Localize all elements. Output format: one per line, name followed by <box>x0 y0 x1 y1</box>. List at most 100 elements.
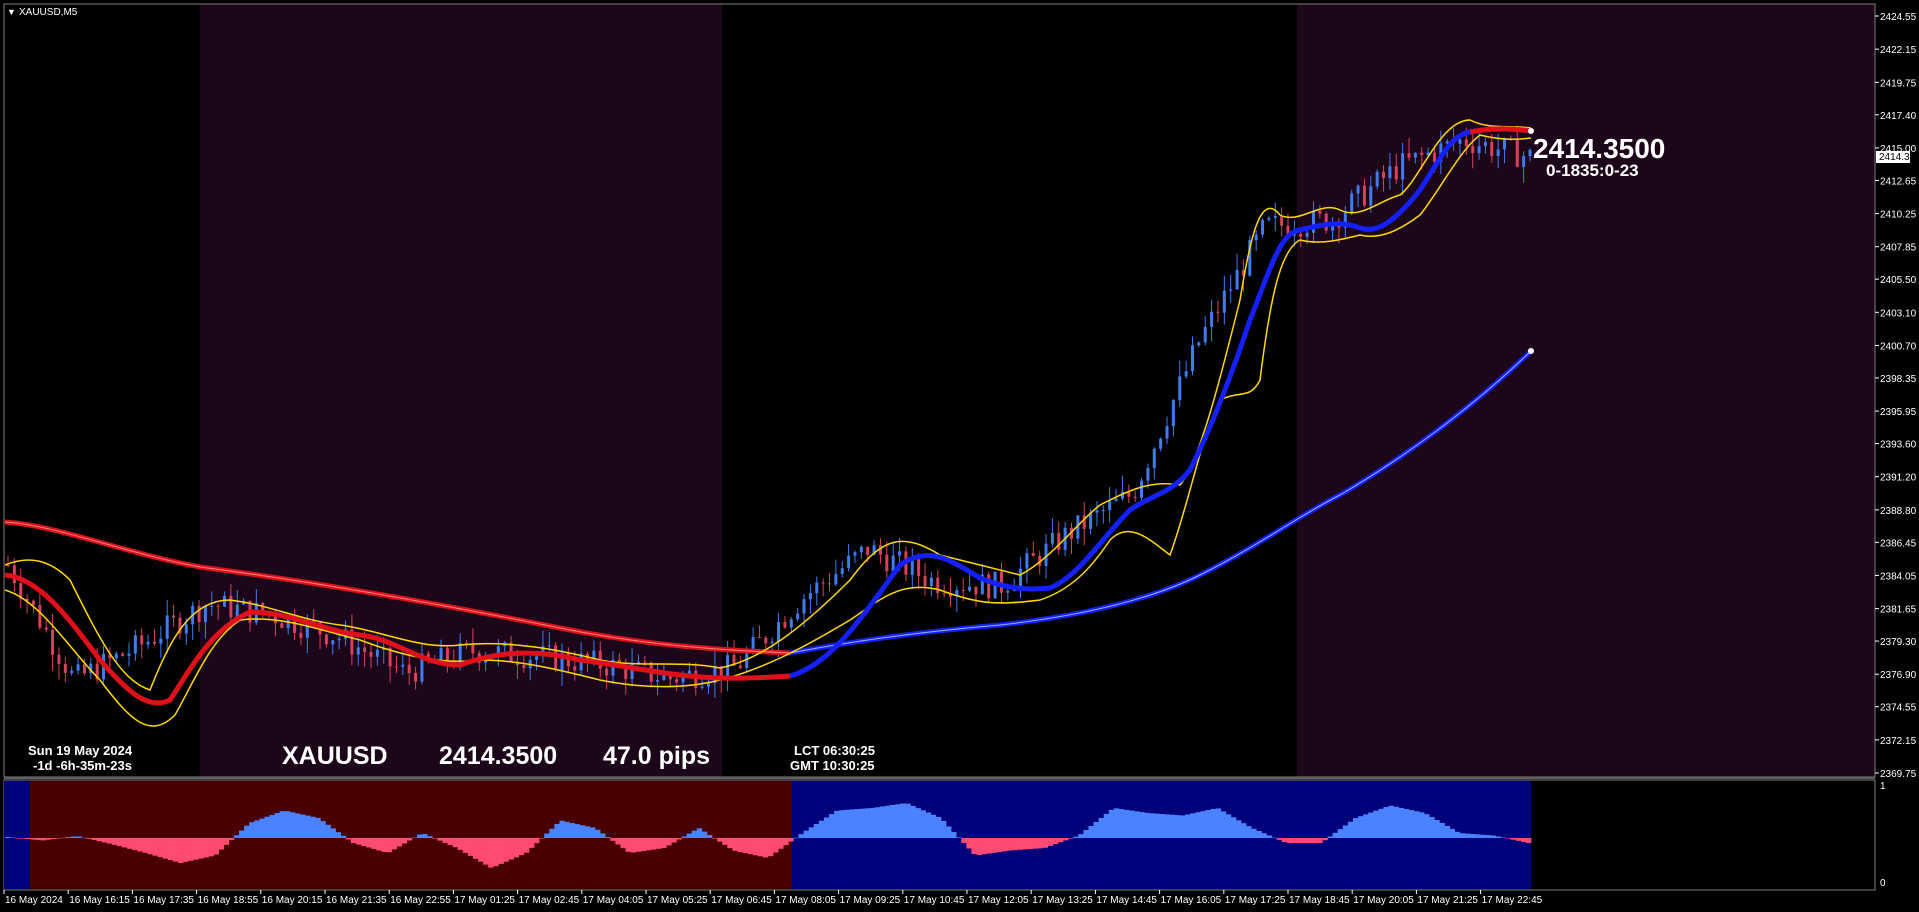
oscillator-bar <box>630 838 637 853</box>
oscillator-bar <box>935 816 942 838</box>
candle-body <box>1464 139 1468 147</box>
candle-body <box>172 615 176 618</box>
session-countdown-label: -1d -6h-35m-23s <box>33 758 132 773</box>
candle-body <box>31 600 35 605</box>
candle-body <box>1311 210 1315 233</box>
oscillator-bar <box>96 838 102 842</box>
oscillator-bar <box>1312 838 1318 843</box>
oscillator-bar <box>238 830 245 838</box>
oscillator-axis-top: 1 <box>1880 781 1886 792</box>
oscillator-bar <box>666 838 672 846</box>
candle-body <box>1025 553 1029 569</box>
oscillator-bar <box>1281 838 1288 843</box>
oscillator-bar <box>483 838 489 865</box>
oscillator-bar <box>406 838 413 841</box>
oscillator-bar <box>1124 809 1130 838</box>
oscillator-bar <box>203 838 209 858</box>
candle-body <box>757 637 761 639</box>
oscillator-bar <box>829 814 835 838</box>
oscillator-bar <box>1154 813 1160 838</box>
time-axis-label: 16 May 2024 <box>5 895 63 906</box>
candle-body <box>1413 152 1417 158</box>
candle-body <box>764 637 768 644</box>
oscillator-bar <box>1007 838 1013 851</box>
oscillator-axis-bottom: 0 <box>1880 878 1886 889</box>
oscillator-bar <box>1108 809 1115 838</box>
oscillator-bar <box>1256 831 1262 838</box>
candle-body <box>1127 491 1131 497</box>
oscillator-bar <box>1185 814 1191 838</box>
time-axis[interactable]: 16 May 2024 16 May 16:15 16 May 17:35 16 Ma… <box>3 890 1543 906</box>
candle-body <box>783 621 787 628</box>
oscillator-bar <box>300 814 306 838</box>
oscillator-bar <box>1475 834 1481 838</box>
candle-body <box>1375 171 1379 187</box>
dropdown-arrow-icon[interactable]: ▼ <box>7 7 16 17</box>
oscillator-bar <box>1454 831 1461 838</box>
candle-body <box>312 619 316 623</box>
oscillator-bar <box>1429 817 1435 838</box>
oscillator-bar <box>20 838 26 839</box>
candle-body <box>1114 498 1118 501</box>
candle-body <box>324 634 328 645</box>
candle-body <box>1305 232 1309 237</box>
oscillator-bar <box>457 838 464 850</box>
candle-body <box>1197 342 1201 346</box>
oscillator-bar <box>768 838 774 857</box>
oscillator-bar <box>798 834 804 838</box>
oscillator-bar <box>116 838 123 847</box>
oscillator-bar <box>920 810 926 838</box>
price-axis-label: 2376.90 <box>1880 670 1917 681</box>
price-axis-label: 2379.30 <box>1880 637 1917 648</box>
oscillator-bar <box>1047 838 1054 846</box>
candle-body <box>1522 156 1526 167</box>
candle-body <box>25 598 29 601</box>
oscillator-bar <box>712 838 718 839</box>
candle-body <box>89 663 93 674</box>
oscillator-bar <box>905 803 911 838</box>
price-axis-label: 2374.55 <box>1880 703 1917 714</box>
oscillator-bar <box>1276 838 1283 840</box>
price-axis-label: 2388.80 <box>1880 506 1917 517</box>
oscillator-bar <box>549 828 555 838</box>
candle-body <box>936 577 940 594</box>
candle-body <box>484 658 488 663</box>
candle-body <box>471 643 475 654</box>
candle-body <box>44 627 48 630</box>
candle-body <box>923 576 927 587</box>
oscillator-bar <box>605 837 611 838</box>
oscillator-bar <box>1220 811 1227 838</box>
oscillator-bar <box>859 808 865 838</box>
candle-body <box>1356 185 1360 194</box>
oscillator-bar <box>706 834 713 838</box>
candle-body <box>1394 166 1398 180</box>
candle-body <box>1171 400 1175 427</box>
oscillator-bar <box>1205 810 1211 838</box>
candle-body <box>1076 515 1080 539</box>
oscillator-bar <box>600 833 606 838</box>
candle-body <box>1401 153 1405 180</box>
candle-body <box>1082 515 1086 529</box>
candle-body <box>1445 141 1449 144</box>
candle-body <box>1280 216 1284 226</box>
price-axis[interactable]: 2424.55 2422.15 2419.75 2417.40 2415.00 2412.… <box>1875 12 1917 780</box>
oscillator-bar <box>986 838 993 854</box>
candle-body <box>968 586 972 591</box>
candle-body <box>866 546 870 555</box>
price-axis-label: 2410.25 <box>1880 210 1917 221</box>
oscillator-bar <box>544 833 550 838</box>
candle-body <box>770 641 774 644</box>
time-axis-label: 17 May 18:45 <box>1289 895 1350 906</box>
candle-body <box>127 653 131 656</box>
price-axis-label: 2412.65 <box>1880 176 1917 187</box>
oscillator-bar <box>1159 814 1166 838</box>
candle-body <box>210 605 214 607</box>
candle-body <box>1299 233 1303 237</box>
oscillator-bar <box>503 838 509 862</box>
oscillator-bar <box>366 838 372 848</box>
candle-body <box>76 664 80 671</box>
candle-body <box>643 661 647 663</box>
candle-body <box>388 647 392 667</box>
candle-body <box>108 653 112 659</box>
